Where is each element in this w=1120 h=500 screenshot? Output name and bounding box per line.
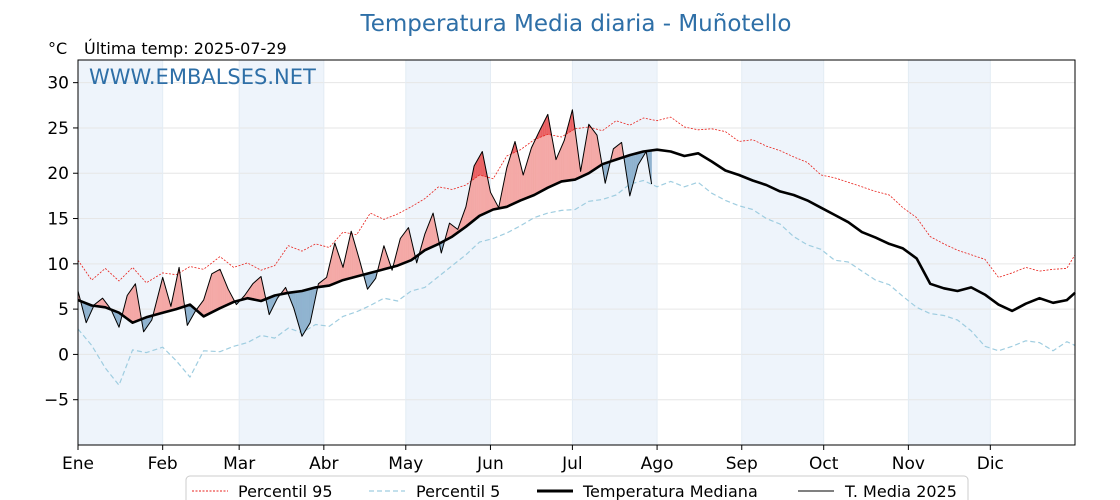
y-tick-label: −5	[44, 391, 69, 411]
y-unit: °C	[48, 39, 67, 58]
month-band-Mar	[239, 60, 324, 445]
month-band-Jul	[572, 60, 658, 445]
x-tick-label-Jun: Jun	[476, 454, 504, 474]
x-tick-label-Ago: Ago	[641, 454, 674, 474]
anomaly-fills	[77, 109, 652, 338]
chart-title: Temperatura Media diaria - Muñotello	[360, 11, 792, 37]
y-axis: 30 25 20 15 10 5 0 −5	[44, 74, 78, 411]
y-tick-label: 25	[47, 119, 69, 139]
x-tick-label-Sep: Sep	[726, 454, 758, 474]
y-tick-label: 20	[47, 164, 69, 184]
series-line-p95	[77, 116, 1076, 284]
series-line-median	[77, 148, 1076, 325]
y-tick-label: 30	[47, 74, 69, 94]
legend-label-p5: Percentil 5	[416, 482, 500, 500]
y-tick-label: 5	[58, 300, 69, 320]
month-bands	[78, 60, 991, 445]
legend-box	[185, 475, 969, 500]
x-tick-label-Abr: Abr	[309, 454, 338, 474]
x-tick-label-Oct: Oct	[809, 454, 839, 474]
last-temp-label: Última temp: 2025-07-29	[84, 39, 287, 58]
plot-frame	[77, 59, 1076, 446]
x-tick-label-Mar: Mar	[223, 454, 255, 474]
x-tick-label-Jul: Jul	[561, 454, 583, 474]
legend-label-median: Temperatura Mediana	[582, 482, 758, 500]
month-band-Nov	[908, 60, 991, 445]
x-tick-label-Feb: Feb	[148, 454, 178, 474]
y-tick-label: 15	[47, 210, 69, 230]
x-tick-label-Ene: Ene	[62, 454, 94, 474]
y-tick-label: 10	[47, 255, 69, 275]
x-tick-label-Nov: Nov	[892, 454, 925, 474]
watermark: WWW.EMBALSES.NET	[89, 65, 316, 89]
legend: Percentil 95 Percentil 5 Temperatura Med…	[185, 475, 969, 500]
x-axis: Ene Feb Mar Abr May Jun Jul Ago Sep Oct Nov Dic	[62, 445, 1004, 474]
legend-label-2025: T. Media 2025	[844, 482, 957, 500]
x-tick-label-Dic: Dic	[977, 454, 1004, 474]
x-tick-label-May: May	[388, 454, 423, 474]
series-line-p5	[77, 179, 1076, 386]
month-band-Ene	[78, 60, 163, 445]
series-lines	[77, 109, 1076, 386]
month-band-May	[405, 60, 491, 445]
legend-label-p95: Percentil 95	[238, 482, 333, 500]
y-tick-label: 0	[58, 345, 69, 365]
month-band-Sep	[741, 60, 824, 445]
series-line-y2025	[77, 109, 653, 337]
